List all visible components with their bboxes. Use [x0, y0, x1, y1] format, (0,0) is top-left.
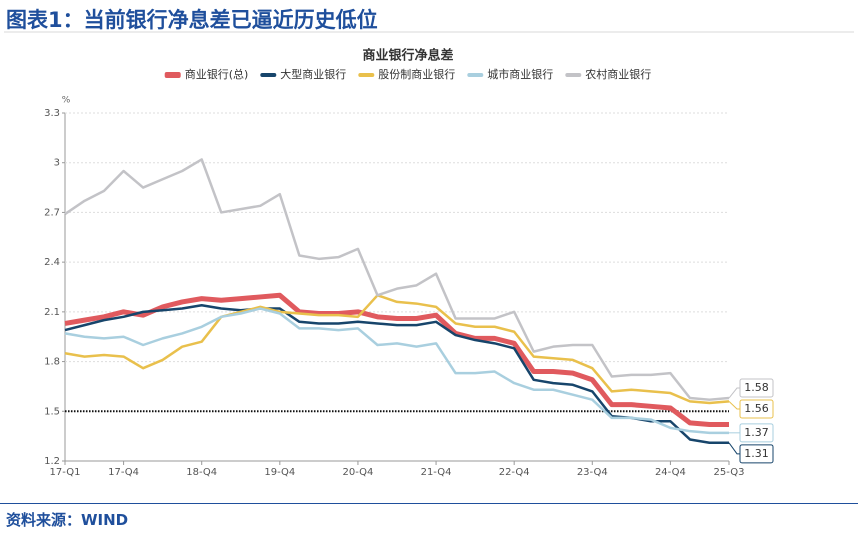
legend-label: 城市商业银行: [487, 67, 553, 81]
legend-label: 股份制商业银行: [378, 67, 455, 81]
y-tick-label: 2.1: [44, 307, 60, 318]
legend-swatch: [260, 73, 277, 77]
y-tick-label: 1.2: [44, 456, 60, 467]
series-line: [64, 158, 730, 401]
legend-swatch: [358, 73, 375, 77]
source: 资料来源：WIND: [6, 511, 129, 529]
legend-swatch: [565, 73, 582, 77]
x-tick-label: 22-Q4: [499, 467, 530, 478]
legend-label: 商业银行(总): [185, 67, 249, 81]
end-label: 1.58: [744, 381, 769, 394]
x-tick-label: 23-Q4: [577, 467, 608, 478]
label-box: [739, 378, 774, 398]
y-tick-label: 2.4: [44, 257, 60, 268]
x-tick-label: 25-Q3: [714, 467, 745, 478]
label-box: [739, 399, 774, 419]
page-title: 图表1：当前银行净息差已逼近历史低位: [6, 8, 378, 32]
end-label: 1.31: [744, 447, 769, 460]
x-tick-label: 18-Q4: [186, 467, 217, 478]
y-tick-label: 1.8: [44, 357, 60, 368]
divider: [0, 503, 858, 504]
x-tick-label: 19-Q4: [264, 467, 295, 478]
x-tick-label: 24-Q4: [655, 467, 686, 478]
legend-label: 大型商业银行: [280, 67, 346, 81]
legend-swatch: [164, 72, 181, 78]
label-leader: [728, 442, 740, 455]
label-box: [739, 423, 774, 443]
x-tick-label: 17-Q1: [50, 467, 81, 478]
y-tick-label: 2.7: [44, 207, 60, 218]
series-line: [64, 307, 729, 435]
label-box: [739, 444, 774, 464]
y-tick-label: 3.3: [44, 108, 60, 119]
legend-label: 农村商业银行: [585, 67, 651, 81]
chart: 商业银行净息差 % 1.2 1.5 1.8 2.1 2.4 2.7 3 3.3 17-Q1 17-…: [4, 31, 854, 478]
x-tick-label: 21-Q4: [421, 467, 452, 478]
y-tick-label: 3: [54, 158, 60, 169]
legend-swatch: [467, 73, 484, 77]
y-tick-label: 1.5: [44, 406, 60, 417]
chart-title: 商业银行净息差: [362, 48, 453, 64]
x-tick-label: 20-Q4: [342, 467, 373, 478]
end-label: 1.56: [744, 402, 769, 415]
x-tick-label: 17-Q4: [108, 467, 139, 478]
label-leader: [728, 387, 740, 399]
y-unit: %: [62, 96, 71, 106]
series-line: [64, 292, 729, 428]
label-leader: [728, 400, 740, 410]
series-line: [64, 294, 730, 405]
end-label: 1.37: [744, 426, 769, 439]
